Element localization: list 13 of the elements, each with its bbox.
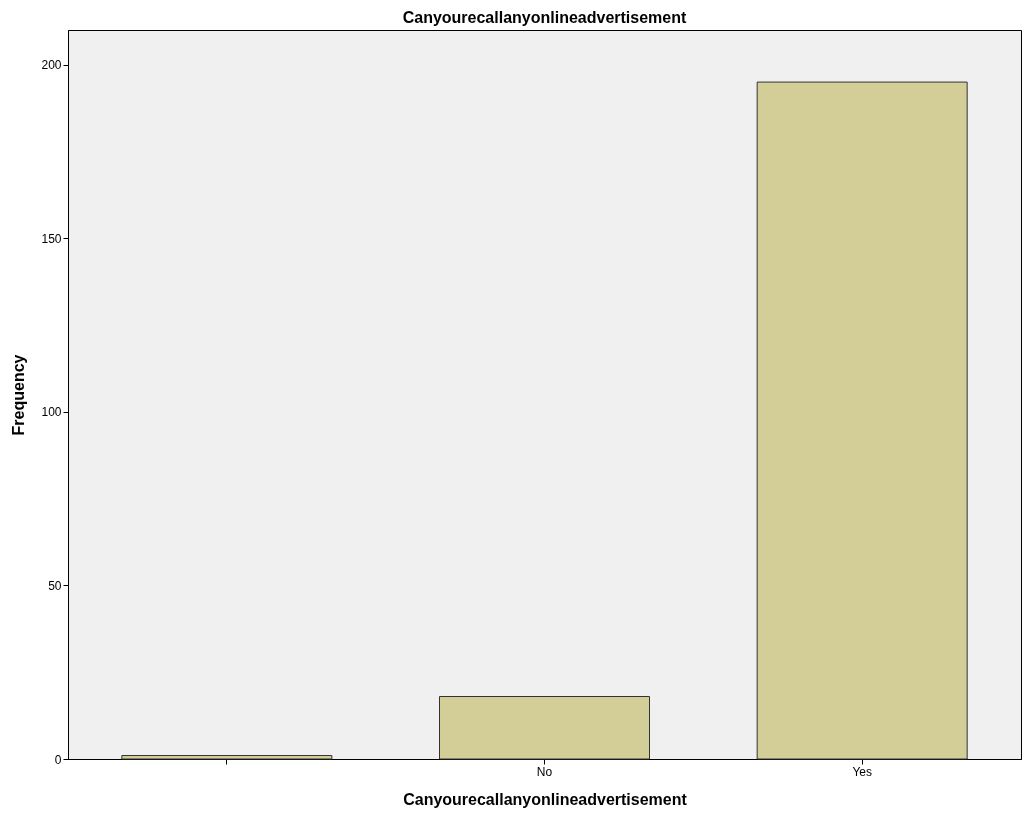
bar bbox=[121, 755, 333, 760]
bar bbox=[756, 81, 968, 760]
bar bbox=[439, 696, 650, 760]
y-axis-title: Frequency bbox=[10, 354, 28, 436]
x-tick-label: Yes bbox=[852, 764, 872, 779]
y-tick-label: 50 bbox=[48, 578, 62, 593]
y-tick-label: 0 bbox=[54, 752, 62, 767]
x-tick-label: No bbox=[536, 764, 553, 779]
y-tick-label: 100 bbox=[41, 405, 62, 420]
x-axis-title: Canyourecallanyonlineadvertisement bbox=[403, 790, 688, 808]
y-tick-label: 200 bbox=[41, 58, 62, 73]
y-tick-label: 150 bbox=[41, 231, 62, 246]
chart-title: Canyourecallanyonlineadvertisement bbox=[402, 9, 687, 26]
